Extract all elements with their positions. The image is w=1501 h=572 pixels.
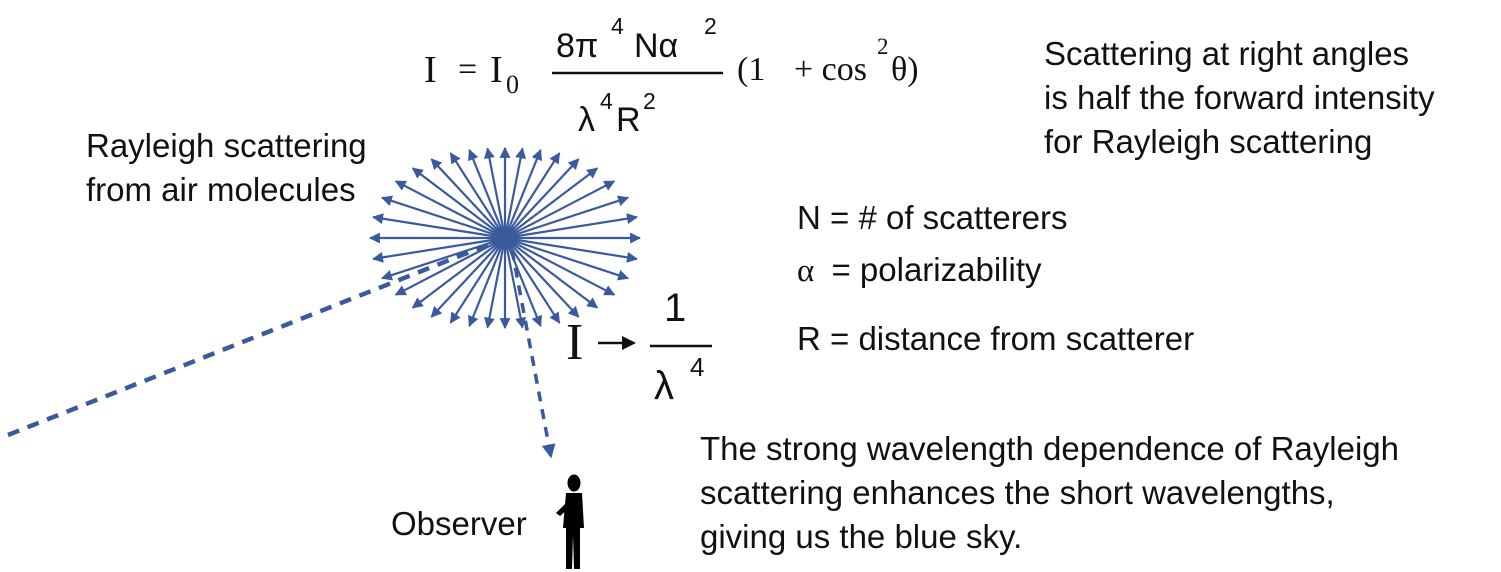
scattered-ray-arrow: [504, 237, 616, 296]
scattered-ray-arrow: [504, 180, 616, 239]
rayleigh-label-line-2: from air molecules: [86, 171, 356, 208]
scattered-ray-arrow: [380, 195, 506, 240]
formula-denominator-exponent-2: 2: [643, 88, 656, 114]
formula-intensity: I: [424, 49, 437, 91]
scattered-ray-arrow: [411, 167, 506, 239]
right-angle-note-line-3: for Rayleigh scattering: [1044, 123, 1373, 160]
scattered-ray-arrow: [504, 195, 630, 240]
scattering-center: [500, 233, 510, 243]
scattered-ray-arrow: [449, 152, 506, 239]
scattered-ray-arrow: [503, 237, 527, 329]
scattered-ray-arrow: [449, 237, 506, 324]
blue-sky-note-line-2: scattering enhances the short wavelength…: [700, 474, 1335, 511]
formula-cos-exponent: 2: [877, 34, 889, 59]
right-angle-note: Scattering at right angles is half the f…: [1044, 32, 1435, 164]
scattered-ray-arrow: [394, 237, 506, 296]
formula-numerator-exponent-1: 4: [611, 13, 624, 39]
legend-r: R = distance from scatterer: [797, 320, 1195, 357]
scattered-ray-arrow: [504, 158, 580, 239]
scattered-ray-arrow: [504, 152, 561, 239]
formula-denominator-lambda: λ: [578, 101, 595, 139]
proportional-numerator: 1: [664, 286, 687, 330]
scattered-ray-arrow: [504, 237, 580, 318]
person-silhouette-icon: [556, 474, 584, 569]
scattered-ray-arrow: [372, 213, 506, 240]
legend-n: N = # of scatterers: [797, 199, 1068, 236]
legend-alpha-symbol: α: [797, 253, 815, 289]
formula-i0: I: [490, 49, 503, 91]
scattered-ray-arrow: [504, 237, 599, 309]
right-angle-note-line-2: is half the forward intensity: [1044, 79, 1435, 116]
scattered-ray-arrow: [468, 237, 507, 328]
formula-denominator-exponent-1: 4: [600, 88, 613, 114]
scattered-ray-arrow: [504, 236, 630, 281]
scattered-ray-arrow: [394, 180, 506, 239]
observer-label: Observer: [391, 505, 527, 542]
legend-alpha-text: = polarizability: [831, 251, 1042, 288]
legend-alpha: α = polarizability: [797, 248, 1042, 293]
rayleigh-label: Rayleigh scattering from air molecules: [86, 124, 367, 212]
scattered-ray-arrow: [430, 237, 506, 318]
incoming-light-ray: [7, 235, 506, 438]
proportional-denominator-lambda: λ: [654, 364, 674, 408]
right-angle-note-line-1: Scattering at right angles: [1044, 35, 1410, 72]
formula-plus-cos: + cos: [794, 51, 867, 88]
blue-sky-note-line-3: giving us the blue sky.: [700, 518, 1023, 555]
proportional-denominator-exponent: 4: [690, 352, 705, 382]
scattered-ray-arrow: [411, 237, 506, 309]
scattered-ray-arrow: [483, 147, 507, 239]
formula-equals: =: [458, 51, 478, 88]
formula-numerator-coefficient: 8π: [556, 27, 599, 65]
scattered-ray-arrow: [483, 237, 507, 329]
scattered-ray-arrow: [504, 167, 599, 239]
scattering-rays: [368, 146, 642, 330]
scattered-ray-arrow: [504, 236, 638, 263]
formula-denominator-r: R: [616, 101, 641, 139]
scattered-ray-arrow: [468, 148, 507, 239]
proportional-intensity: I: [566, 314, 584, 371]
formula-numerator-exponent-2: 2: [704, 13, 717, 39]
scattered-ray-arrow: [503, 147, 527, 239]
scattered-ray-arrow: [372, 236, 506, 263]
blue-sky-note: The strong wavelength dependence of Rayl…: [700, 427, 1399, 559]
formula-i0-subscript: 0: [506, 70, 519, 99]
proportional-arrow-head: [622, 336, 636, 350]
scattered-ray-arrow: [380, 236, 506, 281]
formula-theta-close: θ): [891, 51, 919, 88]
scattered-ray-arrow: [503, 148, 542, 239]
rayleigh-label-line-1: Rayleigh scattering: [86, 127, 367, 164]
blue-sky-note-line-1: The strong wavelength dependence of Rayl…: [700, 430, 1399, 467]
scattered-ray-arrow: [430, 158, 506, 239]
scattered-ray-arrow: [504, 213, 638, 240]
formula-numerator-variables: Nα: [634, 27, 679, 65]
formula-paren-open: (1: [737, 51, 766, 88]
